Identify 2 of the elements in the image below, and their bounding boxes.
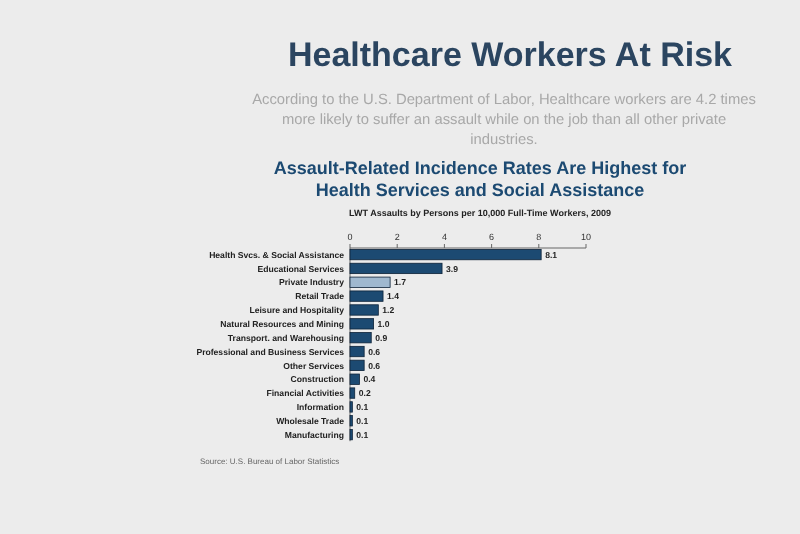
chart-title: Healthcare Workers At Risk [287,36,734,74]
text: Assault-Related Incidence Rates Are Highest for Health Services and Social Assistance [273,158,688,200]
